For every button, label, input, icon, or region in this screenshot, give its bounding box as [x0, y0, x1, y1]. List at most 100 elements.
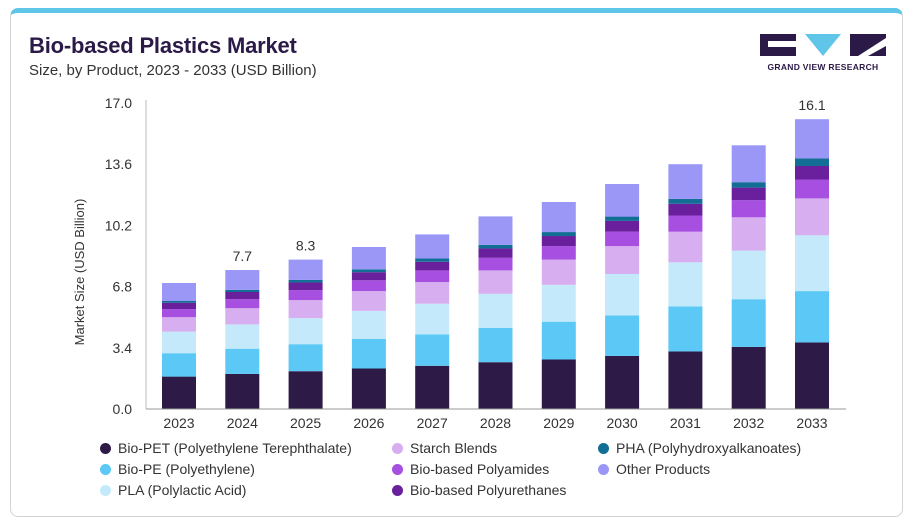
- y-axis-ticks: 0.0 3.4 6.8 10.2 13.6 17.0: [105, 95, 132, 417]
- bar-segment: [415, 282, 450, 304]
- bar-segment: [478, 293, 513, 328]
- bar-segment: [731, 200, 766, 218]
- x-tick-label: 2033: [796, 415, 827, 431]
- bar-segment: [288, 279, 323, 283]
- bar-segment: [541, 232, 576, 237]
- bar-segment: [162, 302, 196, 310]
- bar-segment: [288, 259, 323, 280]
- bar-group-2032: [731, 145, 766, 409]
- bar-segment: [541, 259, 576, 285]
- bar-segment: [541, 359, 576, 409]
- legend-label: PHA (Polyhydroxyalkanoates): [616, 440, 802, 456]
- bar-segment: [795, 235, 829, 292]
- bars: [162, 119, 829, 409]
- legend-swatch-icon: [392, 484, 403, 496]
- bar-group-2031: [668, 164, 703, 409]
- bar-segment: [731, 145, 766, 183]
- bar-segment: [478, 248, 513, 258]
- bar-segment: [351, 310, 386, 339]
- x-tick-label: 2031: [670, 415, 701, 431]
- bar-segment: [415, 261, 450, 271]
- y-tick-label: 10.2: [105, 217, 132, 233]
- x-tick-label: 2027: [417, 415, 448, 431]
- bar-segment: [478, 244, 513, 249]
- bar-segment: [225, 308, 260, 325]
- legend-swatch-icon: [100, 442, 111, 454]
- bar-group-2030: [605, 184, 640, 409]
- legend-label: PLA (Polylactic Acid): [118, 482, 247, 498]
- bar-segment: [605, 355, 640, 409]
- bar-segment: [605, 274, 640, 316]
- chart-subtitle: Size, by Product, 2023 - 2033 (USD Billi…: [29, 62, 317, 79]
- brand-name: GRAND VIEW RESEARCH: [767, 62, 879, 72]
- bar-segment: [541, 202, 576, 233]
- bar-group-2027: [415, 234, 450, 409]
- grand-view-research-logo-icon: [760, 34, 886, 56]
- bar-segment: [162, 301, 196, 303]
- bar-segment: [351, 368, 386, 409]
- bar-segment: [605, 231, 640, 247]
- y-tick-label: 13.6: [105, 156, 132, 172]
- bar-segment: [668, 306, 703, 352]
- bar-segment: [288, 371, 323, 409]
- bar-segment: [415, 334, 450, 366]
- x-tick-label: 2024: [227, 415, 258, 431]
- y-axis-title: Market Size (USD Billion): [72, 199, 87, 346]
- bar-segment: [668, 351, 703, 409]
- bar-segment: [415, 303, 450, 335]
- total-value-label: 8.3: [296, 238, 316, 254]
- bar-segment: [162, 331, 196, 354]
- legend-label: Starch Blends: [410, 440, 498, 456]
- bar-segment: [225, 270, 260, 290]
- legend-item: Bio-based Polyamides: [392, 461, 549, 477]
- bar-segment: [225, 324, 260, 349]
- bar-segment: [605, 220, 640, 232]
- legend-item: PHA (Polyhydroxyalkanoates): [598, 440, 801, 456]
- bar-segment: [288, 282, 323, 291]
- legend-swatch-icon: [598, 442, 609, 454]
- x-tick-label: 2030: [607, 415, 638, 431]
- bar-segment: [288, 290, 323, 301]
- legend-label: Other Products: [616, 461, 711, 477]
- x-tick-label: 2032: [733, 415, 764, 431]
- bar-segment: [795, 158, 829, 166]
- legend-item: PLA (Polylactic Acid): [100, 482, 246, 498]
- legend-swatch-icon: [100, 484, 111, 496]
- bar-segment: [415, 258, 450, 262]
- bar-segment: [351, 338, 386, 369]
- bar-segment: [162, 309, 196, 318]
- legend-item: Bio-based Polyurethanes: [392, 482, 566, 498]
- bar-segment: [731, 217, 766, 251]
- bar-segment: [795, 166, 829, 180]
- bar-segment: [605, 315, 640, 356]
- bar-group-2033: [795, 119, 829, 409]
- bar-segment: [351, 291, 386, 311]
- x-tick-label: 2023: [163, 415, 194, 431]
- bar-segment: [225, 348, 260, 374]
- bar-segment: [288, 344, 323, 372]
- y-tick-label: 0.0: [113, 401, 133, 417]
- bar-segment: [731, 187, 766, 201]
- legend-swatch-icon: [392, 442, 403, 454]
- y-tick-label: 6.8: [113, 279, 133, 295]
- bar-segment: [731, 182, 766, 188]
- total-value-label: 7.7: [233, 248, 253, 264]
- bar-segment: [351, 247, 386, 270]
- bar-segment: [351, 272, 386, 281]
- bar-segment: [225, 292, 260, 300]
- bar-segment: [288, 300, 323, 319]
- legend: Bio-PET (Polyethylene Terephthalate) Star…: [100, 440, 880, 506]
- x-tick-label: 2025: [290, 415, 321, 431]
- x-tick-label: 2028: [480, 415, 511, 431]
- bar-segment: [541, 321, 576, 360]
- bar-group-2025: [288, 259, 323, 409]
- bar-segment: [668, 262, 703, 307]
- bar-segment: [795, 119, 829, 159]
- bar-segment: [225, 373, 260, 409]
- bar-segment: [541, 236, 576, 247]
- bar-segment: [668, 164, 703, 199]
- bar-segment: [605, 246, 640, 274]
- y-tick-label: 17.0: [105, 95, 132, 111]
- legend-item: Starch Blends: [392, 440, 497, 456]
